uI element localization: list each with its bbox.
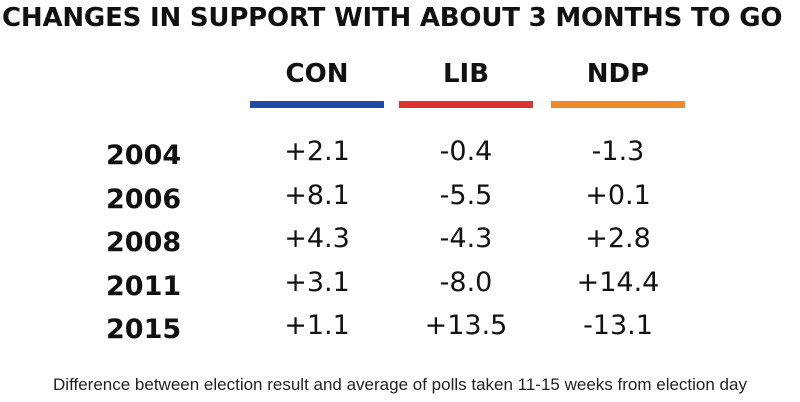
row-year-label: 2004 <box>106 140 182 171</box>
cell-con-2011: +3.1 <box>284 267 350 298</box>
cell-ndp-2006: +0.1 <box>585 180 651 211</box>
cell-ndp-2011: +14.4 <box>576 267 660 298</box>
column-color-bar-lib <box>399 101 533 108</box>
cell-ndp-2004: -1.3 <box>591 136 645 167</box>
cell-con-2004: +2.1 <box>284 136 350 167</box>
cell-lib-2015: +13.5 <box>424 310 508 341</box>
chart-title: CHANGES IN SUPPORT WITH ABOUT 3 MONTHS T… <box>2 3 783 33</box>
column-color-bar-con <box>250 101 384 108</box>
column-color-bar-ndp <box>551 101 685 108</box>
cell-con-2015: +1.1 <box>284 310 350 341</box>
row-year-label: 2015 <box>106 314 182 345</box>
column-header-lib: LIB <box>442 59 490 89</box>
cell-con-2008: +4.3 <box>284 223 350 254</box>
cell-con-2006: +8.1 <box>284 180 350 211</box>
cell-ndp-2015: -13.1 <box>583 310 653 341</box>
footnote: Difference between election result and a… <box>53 375 747 394</box>
cell-lib-2006: -5.5 <box>439 180 493 211</box>
cell-lib-2004: -0.4 <box>439 136 493 167</box>
cell-lib-2008: -4.3 <box>439 223 493 254</box>
column-header-ndp: NDP <box>586 59 650 89</box>
cell-lib-2011: -8.0 <box>439 267 493 298</box>
row-year-label: 2008 <box>106 227 182 258</box>
column-header-con: CON <box>285 59 349 89</box>
row-year-label: 2011 <box>106 271 182 302</box>
row-year-label: 2006 <box>106 184 182 215</box>
cell-ndp-2008: +2.8 <box>585 223 651 254</box>
